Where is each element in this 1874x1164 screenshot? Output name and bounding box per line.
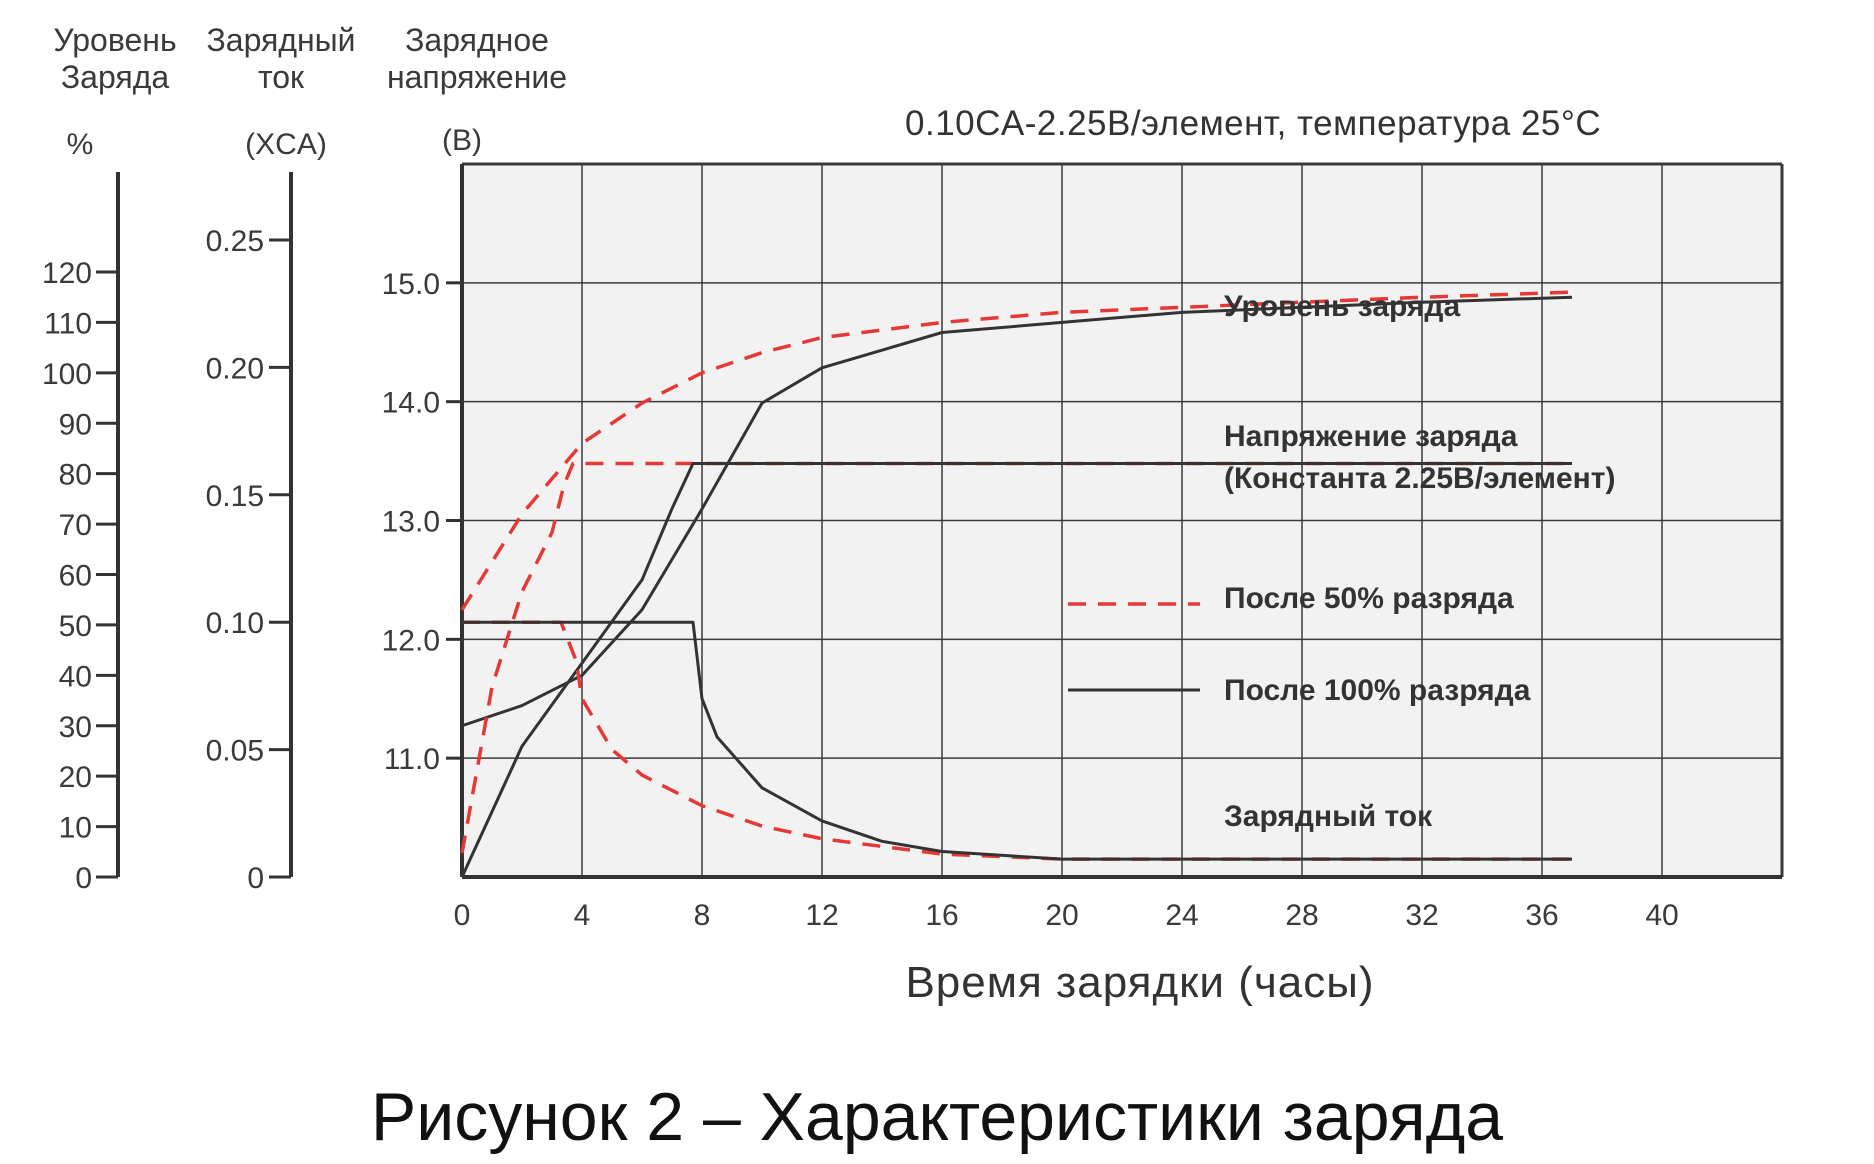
voltage-axis-unit: (B) bbox=[442, 124, 482, 157]
voltage-tick-label: 14.0 bbox=[382, 387, 440, 420]
level-axis-unit: % bbox=[66, 128, 94, 161]
legend-label-after-100: После 100% разряда bbox=[1224, 674, 1531, 707]
axes: 0 4 8 12 16 20 24 28 32 36 40 0 10 20 30 40 50 60 70 80 90 10… bbox=[42, 164, 1782, 932]
current-tick-label: 0.10 bbox=[206, 607, 264, 640]
x-tick-label: 28 bbox=[1285, 899, 1318, 932]
curve-label-current: Зарядный ток bbox=[1224, 800, 1433, 833]
x-tick-label: 32 bbox=[1405, 899, 1438, 932]
x-tick-label: 4 bbox=[574, 899, 591, 932]
voltage-header-line2: напряжение bbox=[386, 58, 568, 95]
level-tick-label: 120 bbox=[42, 257, 92, 290]
current-tick-label: 0.25 bbox=[206, 225, 264, 258]
x-tick-label: 40 bbox=[1645, 899, 1678, 932]
x-axis-title: Время зарядки (часы) bbox=[905, 958, 1375, 1007]
current-tick-label: 0 bbox=[247, 862, 264, 895]
level-tick-label: 110 bbox=[44, 307, 92, 340]
level-tick-label: 100 bbox=[42, 358, 92, 391]
curve-label-voltage-line1: Напряжение заряда bbox=[1224, 420, 1518, 453]
voltage-axis-header: Зарядное напряжение bbox=[372, 22, 582, 96]
current-tick-label: 0.15 bbox=[206, 480, 264, 513]
voltage-tick-label: 13.0 bbox=[382, 506, 440, 539]
series-line-voltage-after-50 bbox=[460, 461, 1572, 854]
legend bbox=[1068, 602, 1200, 692]
voltage-tick-label: 12.0 bbox=[382, 624, 440, 657]
level-tick-label: 30 bbox=[59, 711, 92, 744]
series-line-level-after-100 bbox=[461, 295, 1573, 728]
current-axis-unit: (XCA) bbox=[245, 128, 327, 161]
curve-label-voltage-line2: (Константа 2.25B/элемент) bbox=[1224, 462, 1616, 495]
voltage-tick-label: 11.0 bbox=[384, 743, 440, 776]
series-line-voltage-after-100 bbox=[460, 461, 1572, 878]
level-tick-label: 70 bbox=[59, 509, 92, 542]
level-tick-label: 40 bbox=[59, 660, 92, 693]
series-group bbox=[460, 290, 1573, 878]
current-header-line1: Зарядный bbox=[206, 22, 356, 58]
x-tick-label: 20 bbox=[1045, 899, 1078, 932]
figure-caption: Рисунок 2 – Характеристики заряда bbox=[370, 1079, 1504, 1155]
voltage-header-line1: Зарядное bbox=[405, 22, 549, 58]
x-tick-label: 16 bbox=[925, 899, 958, 932]
chart-title: 0.10CA-2.25B/элемент, температура 25°C bbox=[905, 104, 1602, 143]
curve-label-level: Уровень заряда bbox=[1224, 290, 1461, 323]
level-axis-header: Уровень Заряда bbox=[40, 22, 190, 96]
level-tick-label: 60 bbox=[59, 560, 92, 593]
level-tick-label: 50 bbox=[59, 610, 92, 643]
current-tick-label: 0.05 bbox=[206, 735, 264, 768]
current-axis-header: Зарядный ток bbox=[196, 22, 366, 96]
voltage-tick-label: 15.0 bbox=[382, 268, 440, 301]
current-tick-label: 0.20 bbox=[206, 352, 264, 385]
level-header-line1: Уровень bbox=[53, 22, 177, 58]
grid bbox=[461, 162, 1784, 877]
charge-characteristics-chart: 0 4 8 12 16 20 24 28 32 36 40 0 10 20 30 40 50 60 70 80 90 10… bbox=[42, 162, 1784, 932]
level-tick-label: 10 bbox=[59, 812, 92, 845]
level-tick-label: 20 bbox=[59, 761, 92, 794]
level-tick-label: 80 bbox=[59, 459, 92, 492]
x-tick-label: 24 bbox=[1165, 899, 1198, 932]
x-tick-label: 36 bbox=[1525, 899, 1558, 932]
current-header-line2: ток bbox=[257, 58, 305, 95]
level-tick-label: 0 bbox=[75, 862, 92, 895]
x-tick-label: 8 bbox=[694, 899, 711, 932]
level-header-line2: Заряда bbox=[60, 58, 170, 95]
x-tick-label: 12 bbox=[805, 899, 838, 932]
series-line-current-after-100 bbox=[462, 620, 1572, 861]
legend-label-after-50: После 50% разряда bbox=[1224, 582, 1514, 615]
x-tick-label: 0 bbox=[454, 899, 471, 932]
level-tick-label: 90 bbox=[59, 408, 92, 441]
